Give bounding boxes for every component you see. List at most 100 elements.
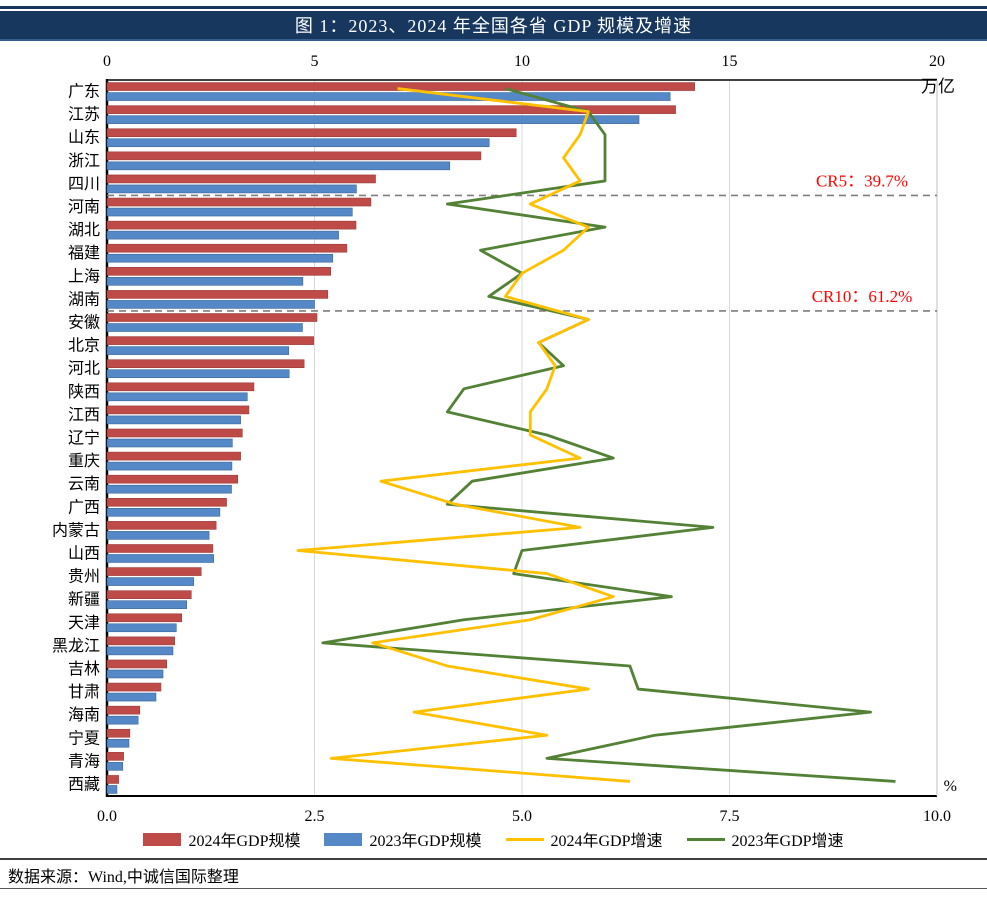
gdp-bar-2023 <box>106 184 357 194</box>
gdp-bar-2024 <box>106 128 517 138</box>
province-label: 上海 <box>68 267 100 285</box>
top-axis-unit-label: 万亿 <box>921 77 955 96</box>
gdp-bar-2023 <box>106 692 157 702</box>
province-label: 云南 <box>68 475 100 493</box>
gdp-bar-2024 <box>106 636 175 646</box>
gdp-bar-2024 <box>106 290 329 299</box>
top-axis-tick: 10 <box>514 53 530 70</box>
province-label: 甘肃 <box>68 683 100 701</box>
gdp-bar-2024 <box>106 82 695 91</box>
gdp-bar-2024 <box>106 752 124 761</box>
gdp-bar-2024 <box>106 220 357 230</box>
gdp-bar-2024 <box>106 336 314 345</box>
source-divider-bottom <box>0 888 987 889</box>
gdp-bar-2024 <box>106 728 131 738</box>
province-label: 山西 <box>68 544 100 562</box>
gdp-bar-2023 <box>106 762 124 771</box>
gdp-bar-2024 <box>106 359 305 369</box>
province-label: 重庆 <box>68 452 100 470</box>
province-label: 北京 <box>68 337 100 355</box>
chart-legend: 2024年GDP规模 2023年GDP规模 2024年GDP增速 2023年GD… <box>0 827 987 851</box>
gdp-bar-2024 <box>106 682 162 692</box>
gdp-bar-2024 <box>106 405 250 415</box>
gdp-bar-2023 <box>106 115 640 124</box>
gdp-bar-2024 <box>106 382 255 392</box>
top-axis-tick: 20 <box>929 53 945 70</box>
legend-swatch-2023-growth <box>686 837 725 841</box>
gdp-bar-2024 <box>106 659 168 669</box>
gdp-bar-2023 <box>106 253 334 263</box>
province-label: 湖北 <box>68 221 100 239</box>
province-label: 福建 <box>68 244 100 262</box>
gdp-bar-2023 <box>106 577 195 586</box>
legend-swatch-2023-gdp <box>324 832 363 846</box>
gdp-bar-2024 <box>106 428 243 438</box>
province-label: 宁夏 <box>68 729 100 747</box>
legend-swatch-2024-gdp <box>143 832 182 846</box>
province-label: 浙江 <box>68 152 100 170</box>
top-axis-tick: 5 <box>311 53 319 70</box>
gdp-chart-plot: CR5：39.7% CR10：61.2% 0 5 10 15 20 万亿 0.0 2.5 5.0 7.… <box>52 53 957 825</box>
gdp-bar-2024 <box>106 497 227 507</box>
bottom-axis-tick: 7.5 <box>720 808 740 825</box>
gdp-bar-2023 <box>106 715 139 725</box>
legend-swatch-2024-growth <box>505 837 544 841</box>
gdp-bar-2023 <box>106 230 339 240</box>
gdp-bar-2024 <box>106 105 676 114</box>
legend-label-2024-growth: 2024年GDP增速 <box>550 833 663 850</box>
province-label: 河北 <box>68 360 100 378</box>
gdp-bar-2024 <box>106 567 202 576</box>
top-border-rule <box>0 6 987 9</box>
source-divider-top <box>0 858 987 860</box>
gdp-bar-2023 <box>106 415 241 425</box>
province-label: 四川 <box>68 176 100 193</box>
province-label: 海南 <box>68 706 100 724</box>
legend-label-2023-gdp: 2023年GDP规模 <box>369 833 482 850</box>
gdp-bar-2024 <box>106 451 241 461</box>
gdp-bar-2023 <box>106 507 221 517</box>
bottom-axis-tick: 10.0 <box>923 808 951 825</box>
gdp-bar-2024 <box>106 151 482 161</box>
gdp-bar-2023 <box>106 300 315 309</box>
province-label: 青海 <box>68 752 100 770</box>
gdp-bar-2023 <box>106 484 232 494</box>
bottom-axis-tick: 5.0 <box>512 808 532 825</box>
province-label: 贵州 <box>68 568 100 586</box>
gdp-bar-2023 <box>106 623 177 633</box>
province-label: 黑龙江 <box>52 637 100 655</box>
province-label: 江苏 <box>68 106 100 124</box>
gdp-bar-2023 <box>106 323 303 332</box>
gdp-bar-2024 <box>106 243 348 253</box>
gdp-bar-2024 <box>106 590 192 599</box>
province-label: 广东 <box>68 83 100 101</box>
growth-line-2024 <box>296 87 631 783</box>
gdp-bar-2023 <box>106 346 290 355</box>
chart-title-band: 图 1：2023、2024 年全国各省 GDP 规模及增速 <box>0 11 987 39</box>
province-label: 西藏 <box>68 775 100 793</box>
gdp-bar-2023 <box>106 277 304 286</box>
gdp-bar-2024 <box>106 544 214 553</box>
province-label: 山东 <box>68 129 100 147</box>
province-label: 广西 <box>68 498 100 516</box>
province-label: 河南 <box>68 198 100 216</box>
source-note: 数据来源：Wind,中诚信国际整理 <box>8 869 239 886</box>
gdp-bar-2024 <box>106 267 331 276</box>
province-label: 吉林 <box>68 660 100 678</box>
gdp-bar-2024 <box>106 313 318 322</box>
growth-line-2023 <box>321 87 896 783</box>
gdp-bar-2024 <box>106 474 239 484</box>
province-label: 辽宁 <box>68 429 100 447</box>
gdp-bar-2023 <box>106 785 118 794</box>
province-label: 陕西 <box>68 383 100 401</box>
bottom-axis-tick: 2.5 <box>305 808 325 825</box>
gdp-bar-2024 <box>106 613 182 623</box>
chart-title: 图 1：2023、2024 年全国各省 GDP 规模及增速 <box>294 16 693 36</box>
top-axis-tick: 0 <box>103 53 111 70</box>
bottom-axis-tick: 0.0 <box>97 808 117 825</box>
province-label: 新疆 <box>68 591 100 609</box>
legend-label-2024-gdp: 2024年GDP规模 <box>188 833 301 850</box>
province-label: 内蒙古 <box>52 521 100 539</box>
gdp-bar-2023 <box>106 161 451 171</box>
gdp-bar-2023 <box>106 554 214 563</box>
legend-item-2024-gdp: 2024年GDP规模 <box>143 827 300 851</box>
